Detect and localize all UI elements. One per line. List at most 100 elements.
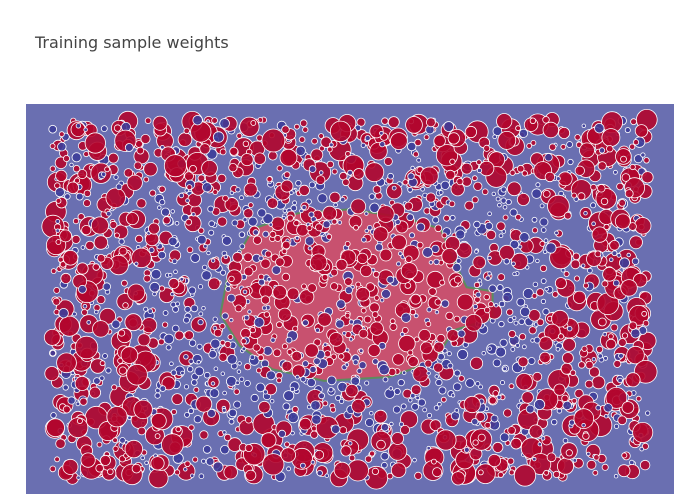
sample-point-red [266, 197, 279, 209]
sample-point-blue [517, 244, 523, 250]
sample-point-blue [397, 251, 403, 256]
sample-point-blue [202, 182, 213, 193]
sample-point-red [565, 449, 573, 457]
sample-point-blue [491, 191, 496, 197]
sample-point-red [74, 375, 90, 391]
sample-point-blue [440, 180, 450, 190]
sample-point-blue [86, 320, 91, 325]
sample-point-red [125, 212, 139, 226]
sample-point-blue [426, 445, 431, 451]
sample-point-red [571, 192, 577, 199]
sample-point-red [643, 157, 650, 164]
sample-point-red [352, 168, 365, 180]
sample-point-red [315, 223, 324, 232]
sample-point-red [492, 390, 500, 397]
sample-point-red [158, 185, 166, 193]
sample-point-blue [434, 374, 439, 379]
sample-point-red [371, 311, 379, 318]
sample-point-red [197, 174, 206, 183]
sample-point-blue [295, 235, 300, 241]
sample-point-blue [194, 366, 205, 377]
sample-point-blue [188, 358, 194, 364]
sample-point-red [629, 163, 636, 171]
sample-point-red [634, 124, 649, 138]
sample-point-red [122, 302, 129, 309]
sample-point-blue [435, 378, 443, 387]
sample-point-blue [225, 375, 237, 387]
sample-point-blue [488, 284, 497, 293]
sample-point-blue [100, 125, 108, 133]
sample-point-blue [487, 271, 492, 276]
sample-point-blue [192, 114, 203, 126]
sample-point-red [330, 406, 337, 413]
sample-point-blue [581, 123, 586, 128]
sample-point-red [551, 291, 559, 298]
sample-point-red [170, 408, 177, 415]
sample-point-red [124, 439, 144, 459]
sample-point-blue [498, 300, 506, 308]
sample-point-blue [391, 185, 397, 191]
sample-point-blue [356, 368, 363, 374]
sample-point-blue [481, 351, 486, 356]
sample-point-blue [266, 370, 276, 381]
sample-point-blue [487, 211, 492, 217]
sample-point-red [92, 320, 110, 338]
sample-point-red [497, 130, 517, 150]
sample-point-red [340, 445, 352, 457]
sample-point-red [171, 393, 184, 406]
sample-point-blue [512, 271, 517, 277]
sample-point-blue [409, 392, 416, 399]
sample-point-blue [292, 200, 298, 206]
sample-point-blue [165, 344, 172, 351]
sample-point-red [63, 154, 71, 162]
sample-point-red [351, 398, 366, 414]
sample-point-blue [314, 327, 320, 333]
sample-point-blue [290, 204, 298, 212]
sample-point-red [570, 259, 581, 270]
sample-point-red [625, 372, 641, 388]
sample-point-blue [379, 131, 384, 136]
sample-point-red [621, 332, 629, 339]
sample-point-red [281, 360, 293, 372]
sample-point-blue [595, 404, 601, 411]
sample-point-red [174, 330, 185, 341]
sample-point-red [281, 240, 291, 250]
sample-point-blue [518, 128, 529, 138]
sample-point-blue [540, 298, 547, 304]
sample-point-blue [499, 432, 510, 443]
sample-point-red [593, 454, 600, 461]
sample-point-red [572, 252, 581, 261]
sample-point-blue [347, 169, 354, 176]
sample-point-blue [530, 338, 535, 343]
sample-point-red [85, 240, 95, 251]
sample-point-blue [613, 423, 620, 429]
sample-point-blue [225, 285, 232, 292]
sample-point-red [521, 391, 534, 404]
sample-point-blue [498, 233, 504, 239]
sample-point-blue [572, 458, 578, 463]
sample-point-red [508, 469, 515, 476]
sample-point-red [174, 469, 181, 476]
sample-point-blue [338, 398, 345, 404]
sample-point-red [629, 235, 643, 250]
sample-point-red [602, 266, 617, 282]
sample-point-red [399, 424, 410, 435]
sample-point-red [133, 161, 143, 170]
sample-point-red [108, 152, 119, 164]
sample-point-red [353, 224, 359, 231]
sample-point-red [367, 343, 381, 357]
sample-point-blue [64, 193, 71, 200]
sample-point-blue [310, 459, 316, 465]
sample-point-red [84, 132, 106, 154]
sample-point-red [471, 196, 479, 204]
sample-point-blue [317, 193, 328, 204]
sample-point-red [71, 234, 81, 244]
sample-point-blue [438, 190, 444, 195]
sample-point-blue [513, 320, 519, 326]
sample-point-blue [484, 222, 494, 231]
sample-point-red [284, 441, 290, 448]
sample-point-red [356, 117, 366, 127]
sample-point-red [320, 136, 332, 148]
sample-point-red [563, 211, 572, 220]
sample-point-red [275, 321, 283, 329]
